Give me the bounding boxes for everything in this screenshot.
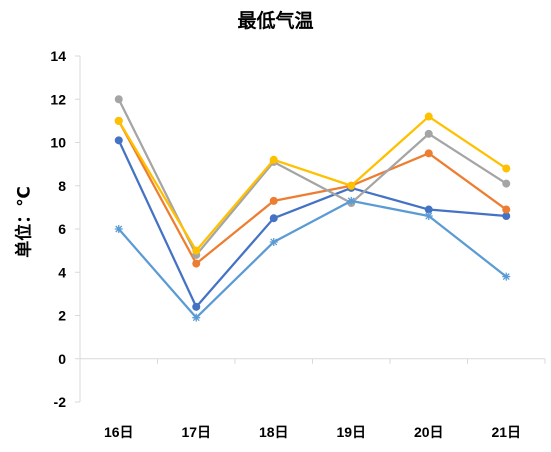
x-tick-label: 16日: [104, 424, 134, 440]
y-tick-label: 6: [58, 221, 66, 237]
data-point: [424, 212, 433, 221]
series-line: [117, 115, 507, 252]
data-point: [114, 225, 123, 233]
data-point: [424, 149, 433, 158]
y-tick-label: 10: [50, 135, 66, 151]
y-tick-label: 14: [50, 48, 66, 64]
y-tick-label: 12: [50, 91, 66, 107]
data-point: [114, 136, 123, 145]
data-point: [269, 155, 278, 164]
data-point: [269, 196, 278, 205]
data-point: [114, 95, 123, 104]
data-point: [424, 112, 433, 121]
data-point: [502, 179, 511, 188]
data-point: [347, 196, 356, 205]
y-tick-label: 0: [58, 351, 66, 367]
y-tick-label: 4: [58, 264, 66, 280]
data-point: [114, 116, 123, 125]
data-point: [502, 164, 511, 173]
data-point: [192, 259, 201, 268]
data-point: [269, 237, 278, 246]
data-point: [192, 313, 201, 322]
x-tick-label: 21日: [491, 424, 521, 440]
data-point: [269, 214, 278, 223]
chart-title: 最低气温: [237, 10, 314, 32]
y-tick-label: 2: [58, 308, 66, 324]
x-tick-label: 20日: [414, 424, 444, 440]
series-line: [117, 199, 507, 319]
data-point: [502, 205, 511, 214]
y-tick-label: 8: [58, 178, 66, 194]
x-tick-label: 17日: [181, 424, 211, 440]
data-point: [502, 212, 511, 221]
x-tick-label: 18日: [259, 424, 289, 440]
data-point: [192, 302, 201, 311]
data-point: [347, 181, 356, 190]
data-point: [502, 272, 511, 281]
data-point: [424, 205, 433, 214]
x-tick-label: 19日: [336, 424, 366, 440]
series-line: [117, 139, 507, 308]
series-line: [117, 120, 507, 265]
data-point: [424, 129, 433, 138]
data-point: [192, 246, 201, 255]
y-tick-label: -2: [54, 394, 67, 410]
